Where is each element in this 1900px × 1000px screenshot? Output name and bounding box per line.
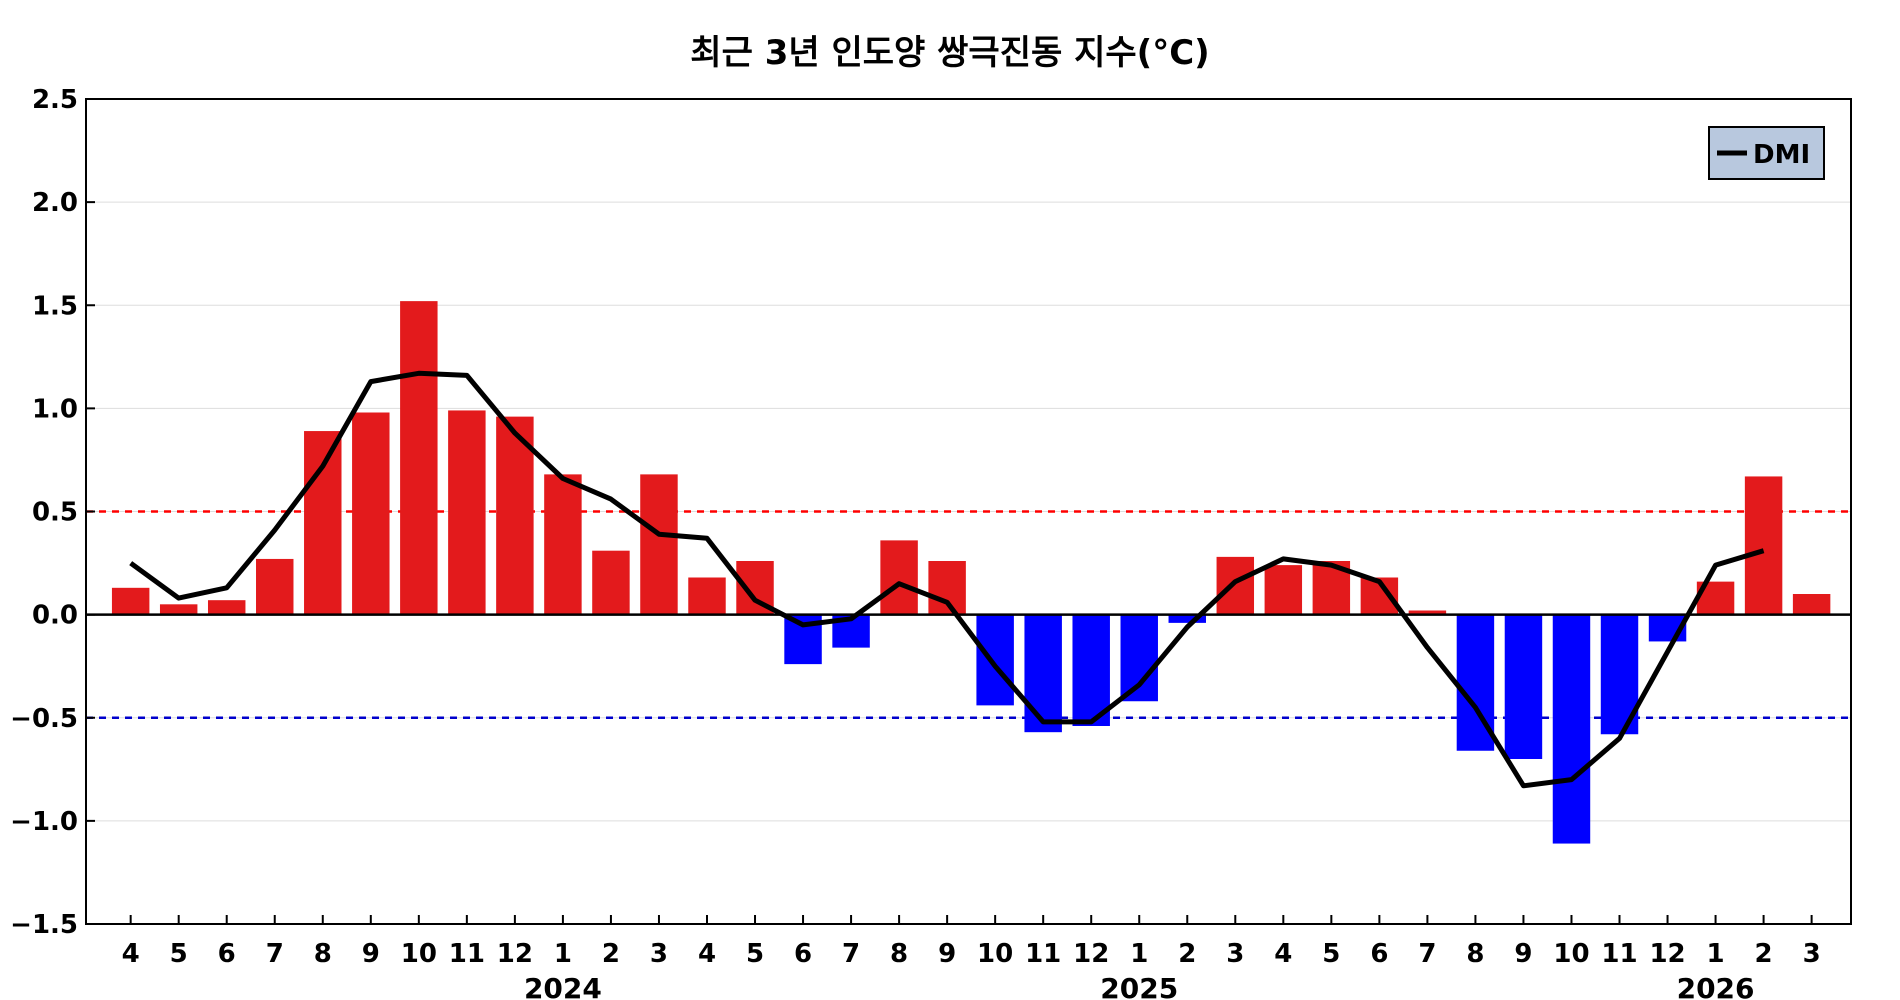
y-tick-label: −1.0	[10, 807, 78, 837]
chart-title: 최근 3년 인도양 쌍극진동 지수(°C)	[690, 33, 1209, 73]
bar-4	[304, 431, 342, 615]
x-tick-label: 1	[554, 939, 572, 969]
x-tick-label: 12	[497, 939, 533, 969]
x-tick-label: 2	[1178, 939, 1196, 969]
x-tick-label: 7	[1418, 939, 1436, 969]
x-tick-label: 5	[1322, 939, 1340, 969]
x-tick-label: 12	[1649, 939, 1685, 969]
x-tick-label: 3	[1226, 939, 1244, 969]
y-tick-label: −0.5	[10, 704, 78, 734]
legend: DMI	[1708, 126, 1825, 180]
bar-21	[1120, 614, 1158, 702]
y-axis: 2.5 2.0 1.5 1.0 0.5 0.0 −0.5 −1.0 −1.5	[10, 85, 95, 940]
x-tick-label: 6	[1370, 939, 1388, 969]
bar-3	[256, 558, 294, 615]
y-tick-label: 0.5	[32, 498, 78, 528]
bar-2	[207, 600, 246, 615]
x-tick-label: 12	[1073, 939, 1109, 969]
bar-5	[352, 412, 390, 615]
x-tick-label: 2	[602, 939, 620, 969]
x-tick-label: 8	[890, 939, 908, 969]
bar-19	[1024, 614, 1062, 733]
bar-1	[159, 604, 198, 615]
x-tick-label: 4	[698, 939, 716, 969]
bar-20	[1072, 614, 1110, 726]
bar-0	[111, 587, 150, 615]
bar-11	[640, 474, 678, 615]
x-tick-label: 5	[170, 939, 188, 969]
x-tick-label: 4	[1274, 939, 1292, 969]
y-tick-label: 2.0	[32, 188, 78, 218]
bar-9	[544, 474, 582, 615]
dmi-line	[129, 370, 1765, 789]
x-tick-label: 8	[314, 939, 332, 969]
legend-label: DMI	[1753, 140, 1810, 170]
x-tick-label: 10	[401, 939, 437, 969]
x-tick-label: 11	[1601, 939, 1637, 969]
x-tick-label: 7	[266, 939, 284, 969]
x-tick-label: 9	[362, 939, 380, 969]
bar-12	[688, 577, 726, 615]
year-label-2026: 2026	[1677, 972, 1755, 1000]
dmi-line-series	[129, 370, 1765, 789]
x-tick-label: 1	[1130, 939, 1148, 969]
bar-6	[400, 301, 438, 615]
bar-10	[592, 550, 630, 615]
x-tick-label: 11	[449, 939, 485, 969]
bar-17	[928, 561, 966, 615]
y-tick-label: 1.5	[32, 291, 78, 321]
y-tick-label: −1.5	[10, 910, 78, 940]
bar-series	[111, 301, 1831, 844]
x-tick-label: 7	[842, 939, 860, 969]
bar-22	[1168, 614, 1206, 623]
x-tick-label: 9	[1514, 939, 1532, 969]
bar-30	[1552, 614, 1591, 844]
y-tick-label: 2.5	[32, 85, 78, 115]
year-label-2024: 2024	[524, 972, 602, 1000]
bar-16	[880, 540, 918, 615]
bar-29	[1504, 614, 1543, 759]
bar-34	[1744, 476, 1783, 615]
bar-8	[496, 416, 534, 615]
x-tick-label: 8	[1466, 939, 1484, 969]
bar-23	[1216, 556, 1255, 615]
year-label-2025: 2025	[1100, 972, 1178, 1000]
x-tick-label: 3	[1803, 939, 1821, 969]
bar-24	[1264, 565, 1303, 615]
x-tick-label: 2	[1755, 939, 1773, 969]
x-axis: 4 5 6 7 8 9 10 11 12 1 2 3 4 5 6 7 8 9 10 11 12 1 2 3 4 5 6 7 8 9 10 11…	[122, 915, 1821, 969]
x-tick-label: 6	[794, 939, 812, 969]
bar-35	[1792, 594, 1831, 615]
x-tick-label: 11	[1025, 939, 1061, 969]
x-tick-label: 10	[1553, 939, 1589, 969]
x-tick-label: 3	[650, 939, 668, 969]
x-tick-label: 5	[746, 939, 764, 969]
y-tick-label: 0.0	[32, 601, 78, 631]
x-tick-label: 6	[218, 939, 236, 969]
x-tick-label: 9	[938, 939, 956, 969]
year-labels: 2024 2025 2026	[524, 972, 1755, 1000]
x-tick-label: 1	[1707, 939, 1725, 969]
bar-27	[1408, 610, 1447, 615]
bar-7	[448, 410, 486, 615]
y-tick-label: 1.0	[32, 394, 78, 424]
bar-18	[976, 614, 1014, 706]
x-tick-label: 10	[977, 939, 1013, 969]
x-tick-label: 4	[122, 939, 140, 969]
